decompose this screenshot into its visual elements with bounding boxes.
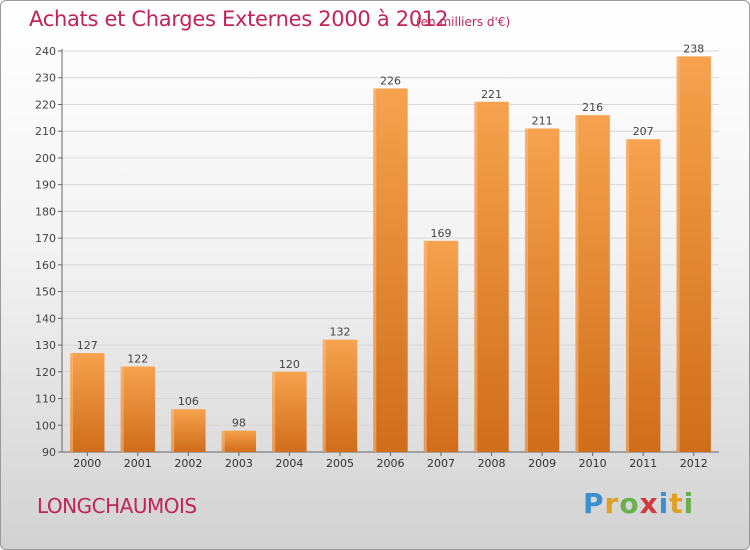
x-tick-label: 2009 <box>528 457 556 470</box>
y-tick-label: 180 <box>35 205 56 218</box>
bar <box>474 101 509 452</box>
bar-highlight <box>171 409 175 452</box>
y-tick-label: 230 <box>35 72 56 85</box>
data-label: 207 <box>633 125 654 138</box>
bar-highlight <box>676 56 680 452</box>
bar-highlight <box>575 115 579 452</box>
x-tick-label: 2005 <box>326 457 354 470</box>
y-tick-label: 110 <box>35 393 56 406</box>
bar <box>120 366 155 452</box>
data-label: 238 <box>683 42 704 55</box>
y-tick-label: 100 <box>35 419 56 432</box>
y-tick-label: 210 <box>35 125 56 138</box>
bar <box>322 339 358 452</box>
bars <box>70 56 711 452</box>
y-tick-label: 160 <box>35 259 56 272</box>
y-tick-label: 170 <box>35 232 56 245</box>
x-tick-label: 2002 <box>174 457 202 470</box>
x-tick-label: 2003 <box>225 457 253 470</box>
x-tick-label: 2011 <box>629 457 657 470</box>
x-tick-label: 2006 <box>377 457 405 470</box>
bar <box>272 371 307 452</box>
y-tick-label: 120 <box>35 366 56 379</box>
bar-highlight <box>626 139 630 452</box>
y-tick-label: 150 <box>35 286 56 299</box>
logo-letter: r <box>604 487 620 520</box>
bar-highlight <box>272 371 276 452</box>
proxiti-logo[interactable]: Proxiti <box>583 487 694 520</box>
y-tick-label: 220 <box>35 98 56 111</box>
bar-highlight <box>524 128 528 452</box>
bar <box>524 128 560 452</box>
bar-highlight <box>423 240 427 452</box>
bar <box>373 88 408 452</box>
data-label: 106 <box>178 395 199 408</box>
data-label: 221 <box>481 88 502 101</box>
bar <box>626 139 661 452</box>
x-tick-label: 2007 <box>427 457 455 470</box>
bar <box>171 409 206 452</box>
y-tick-label: 130 <box>35 339 56 352</box>
data-label: 169 <box>431 227 452 240</box>
x-tick-label: 2004 <box>275 457 303 470</box>
logo-letter: t <box>669 487 684 520</box>
bar-highlight <box>373 88 377 452</box>
bar <box>221 430 257 452</box>
y-tick-label: 90 <box>42 446 56 459</box>
logo-letter: P <box>583 487 605 520</box>
data-label: 132 <box>329 326 350 339</box>
chart-title: Achats et Charges Externes 2000 à 2012 <box>29 7 449 31</box>
logo-letter: o <box>619 487 640 520</box>
bar <box>676 56 711 452</box>
bar <box>423 240 459 452</box>
data-label: 216 <box>582 101 603 114</box>
x-tick-label: 2000 <box>73 457 101 470</box>
logo-letter: i <box>683 487 695 520</box>
y-tick-label: 240 <box>35 45 56 58</box>
x-tick-label: 2010 <box>579 457 607 470</box>
data-label: 122 <box>127 352 148 365</box>
bar-highlight <box>120 366 124 452</box>
y-tick-label: 190 <box>35 179 56 192</box>
bar-highlight <box>474 101 478 452</box>
labels: 90 100 110 120 130 140 150 160 170 180 190 200 210 22… <box>35 42 708 470</box>
bar <box>70 353 105 452</box>
x-tick-label: 2012 <box>680 457 708 470</box>
y-tick-label: 200 <box>35 152 56 165</box>
logo-letter: i <box>658 487 670 520</box>
bar-highlight <box>70 353 74 452</box>
y-tick-label: 140 <box>35 312 56 325</box>
x-tick-label: 2008 <box>478 457 506 470</box>
x-tick-label: 2001 <box>124 457 152 470</box>
logo-letter: x <box>639 487 659 520</box>
place-name: LONGCHAUMOIS <box>37 494 197 518</box>
bar <box>575 115 610 452</box>
data-label: 127 <box>77 339 98 352</box>
bar-highlight <box>322 339 326 452</box>
data-label: 120 <box>279 358 300 371</box>
data-label: 211 <box>532 115 553 128</box>
chart-subtitle: (en milliers d'€) <box>416 15 511 29</box>
data-label: 226 <box>380 74 401 87</box>
data-label: 98 <box>232 417 246 430</box>
bar-highlight <box>221 430 225 452</box>
